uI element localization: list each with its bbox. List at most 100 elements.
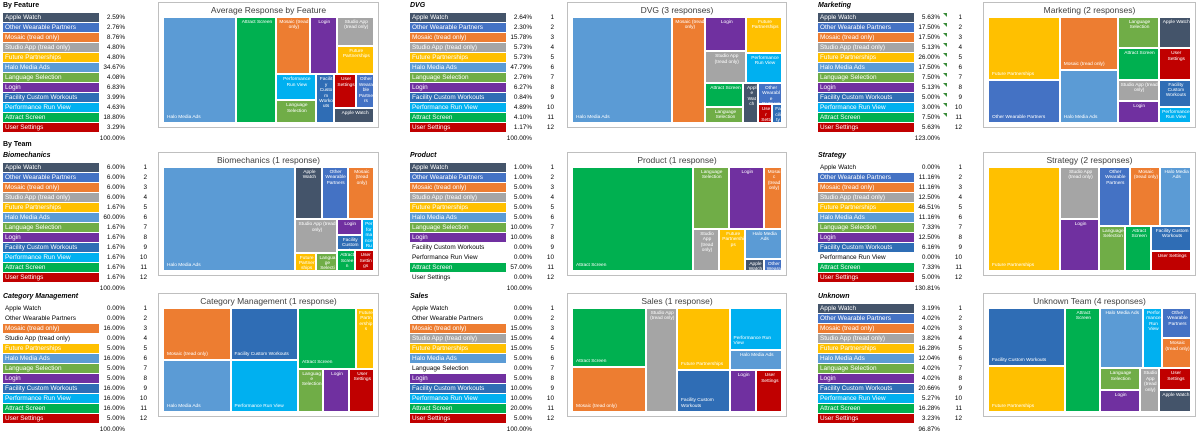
total-value: 100.00%: [506, 135, 532, 142]
section-label: By Feature: [3, 2, 40, 9]
table-row: User Settings 3.23% 12: [818, 414, 1008, 424]
feature-label: Future Partnerships: [410, 203, 506, 212]
feature-label: Language Selection: [818, 73, 914, 82]
feature-value: 5.00%: [106, 345, 125, 352]
treemap-cell-label: User Settings: [359, 253, 372, 270]
treemap-cell-label: Halo Media Ads: [576, 114, 610, 120]
treemap-cell-label: User Settings: [1167, 371, 1185, 382]
treemap-cell-label: Login: [318, 20, 331, 25]
feature-index: 1: [550, 164, 554, 171]
treemap-cell: Performance Run View: [230, 360, 299, 412]
treemap-cell: User Settings: [758, 104, 772, 123]
table-row: Studio App (tread only) 4.80%: [3, 43, 193, 53]
feature-label: Login: [818, 374, 914, 383]
comment-flag-icon: [943, 13, 947, 17]
feature-value: 0.00%: [513, 365, 532, 372]
feature-value: 1.67%: [106, 264, 125, 271]
feature-value: 0.00%: [921, 254, 940, 261]
table-row: Future Partnerships 46.51% 5: [818, 203, 1008, 213]
treemap-cell-label: Future Partnerships: [681, 361, 724, 367]
feature-label: User Settings: [410, 414, 506, 423]
feature-index: 12: [546, 124, 554, 131]
treemap-cell-label: Mosaic (tread only): [1063, 61, 1105, 67]
treemap-cell-label: User Settings: [761, 373, 779, 384]
treemap-cell-label: Studio App (tread only): [1120, 82, 1158, 93]
table-row: Studio App (tread only) 6.00% 4: [3, 193, 193, 203]
treemap-cell: Apple Watch: [745, 258, 764, 271]
feature-index: 5: [958, 204, 962, 211]
feature-label: Mosaic (tread only): [410, 324, 506, 333]
feature-label: User Settings: [818, 414, 914, 423]
feature-label: User Settings: [410, 123, 506, 132]
table-row: Login 5.00% 8: [3, 374, 193, 384]
treemap-cell-label: User Settings: [337, 77, 355, 88]
feature-value: 7.33%: [921, 224, 940, 231]
feature-value: 5.00%: [106, 415, 125, 422]
table-row: Mosaic (tread only) 15.78% 3: [410, 33, 600, 43]
treemap-cell: Future Partnerships: [746, 17, 782, 53]
treemap-cell: Apple Watch: [1159, 17, 1191, 49]
table-row: Halo Media Ads 12.04% 6: [818, 354, 1008, 364]
feature-label: Language Selection: [3, 223, 99, 232]
treemap-cell-label: Attract Screen: [1075, 311, 1092, 322]
table-row: Language Selection 0.00% 7: [410, 364, 600, 374]
treemap-cell-label: Other Wearable Partners: [325, 170, 346, 186]
feature-value: 7.50%: [921, 74, 940, 81]
table-row: Facility Custom Workouts 1.67% 9: [3, 243, 193, 253]
treemap-cell-label: Mosaic (tread only): [1165, 341, 1190, 352]
treemap-cell: Login: [1117, 101, 1159, 123]
treemap-chart: Category Management (1 response) Mosaic (…: [158, 293, 379, 417]
table-row: Future Partnerships 5.00% 5: [410, 203, 600, 213]
treemap-cell-label: User Settings: [1167, 51, 1185, 62]
treemap-cell: Login: [728, 167, 765, 229]
treemap-cell: Halo Media Ads: [1059, 70, 1118, 123]
treemap-cell-label: Attract Screen: [576, 359, 607, 365]
feature-value: 16.00%: [103, 325, 125, 332]
table-row: Attract Screen 16.00% 11: [3, 404, 193, 414]
table-row: Attract Screen 16.28% 11: [818, 404, 1008, 414]
feature-label: Apple Watch: [820, 164, 856, 171]
treemap-cell-label: Mosaic (tread only): [279, 20, 309, 31]
feature-label: User Settings: [3, 273, 99, 282]
feature-value: 8.76%: [106, 34, 125, 41]
chart-title: Category Management (1 response): [200, 296, 337, 306]
chart-title: Average Response by Feature: [210, 5, 327, 15]
feature-index: 8: [550, 234, 554, 241]
feature-value: 7.33%: [921, 264, 940, 271]
total-value: 100.00%: [99, 135, 125, 142]
feature-index: 3: [958, 34, 962, 41]
feature-value: 4.80%: [106, 44, 125, 51]
treemap-cell-label: Language Selection: [319, 255, 336, 271]
total-value: 130.81%: [914, 285, 940, 292]
table-row: User Settings 5.63% 12: [818, 123, 1008, 133]
feature-value: 5.00%: [921, 274, 940, 281]
table-row: Language Selection 5.00% 7: [3, 364, 193, 374]
feature-value: 4.02%: [921, 365, 940, 372]
feature-label: Language Selection: [818, 364, 914, 373]
treemap-cell: Language Selection: [1117, 17, 1160, 49]
feature-value: 2.76%: [513, 74, 532, 81]
treemap-cell: Performance Run View: [275, 74, 316, 101]
feature-index: 6: [143, 214, 147, 221]
feature-value: 5.00%: [513, 375, 532, 382]
feature-label: User Settings: [3, 414, 99, 423]
feature-label: Studio App (tread only): [818, 43, 914, 52]
table-row: Performance Run View 0.00% 10: [818, 253, 1008, 263]
feature-value: 10.00%: [510, 385, 532, 392]
comment-flag-icon: [943, 73, 947, 77]
table-row: Studio App (tread only) 3.82% 4: [818, 334, 1008, 344]
treemap-cell: Facility Custom Workouts: [1158, 79, 1191, 107]
treemap-cell-label: Language Selection: [286, 103, 308, 114]
treemap-cell-label: Other Wearable Partners: [1105, 170, 1126, 186]
feature-value: 6.27%: [513, 84, 532, 91]
treemap-cell: Attract Screen: [572, 167, 693, 271]
feature-index: 6: [550, 64, 554, 71]
feature-index: 8: [550, 84, 554, 91]
feature-index: 5: [550, 54, 554, 61]
table-row: User Settings 5.00% 12: [3, 414, 193, 424]
feature-label: Language Selection: [410, 73, 506, 82]
treemap-cell-label: Language Selection: [1102, 228, 1124, 240]
feature-label: Performance Run View: [3, 394, 99, 403]
treemap-cell: Facility Custom Workouts: [230, 308, 299, 360]
feature-label: Mosaic (tread only): [3, 33, 99, 42]
